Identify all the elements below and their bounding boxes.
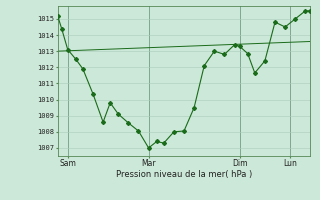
X-axis label: Pression niveau de la mer( hPa ): Pression niveau de la mer( hPa )	[116, 170, 252, 179]
